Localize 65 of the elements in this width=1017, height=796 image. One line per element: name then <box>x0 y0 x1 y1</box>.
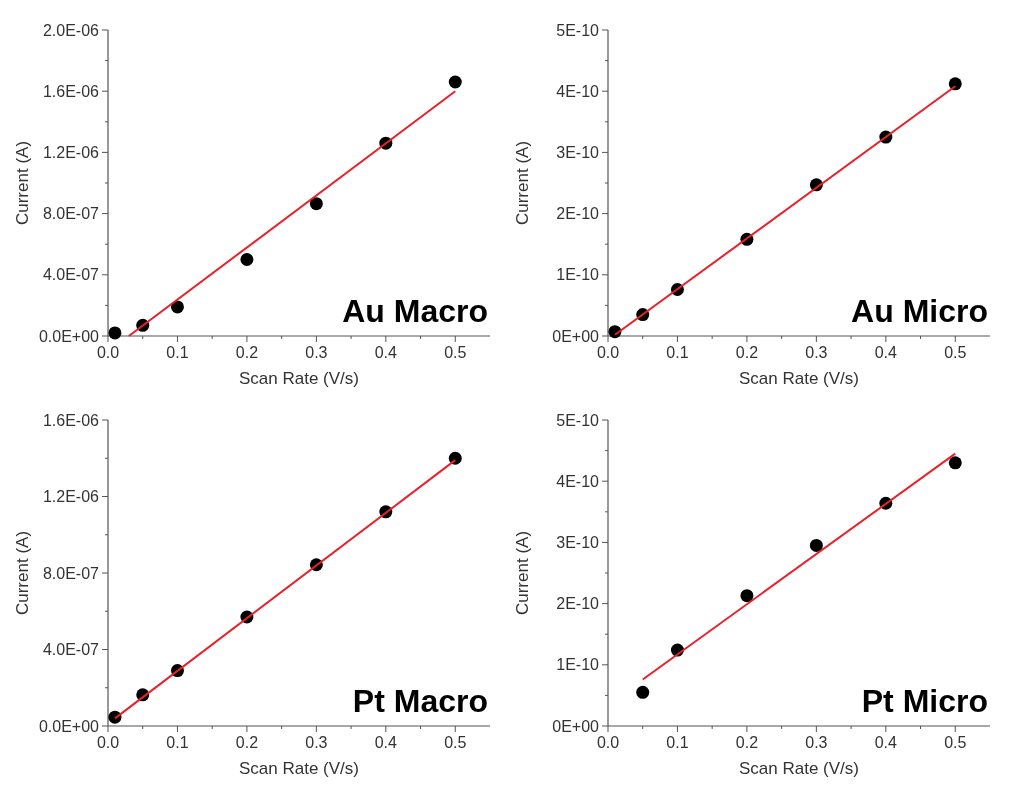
y-tick-label: 0.0E+00 <box>38 327 100 345</box>
y-tick-label: 3E-10 <box>556 534 600 551</box>
x-axis-title: Scan Rate (V/s) <box>239 759 359 778</box>
y-tick-label: 1.2E-06 <box>42 144 100 161</box>
y-tick-label: 0.0E+00 <box>38 717 100 735</box>
x-tick-label: 0.0 <box>596 734 620 751</box>
x-tick-label: 0.0 <box>96 344 120 361</box>
annotation: Pt Micro <box>861 683 988 719</box>
y-tick-label: 8.0E-07 <box>42 564 100 582</box>
x-tick-label: 0.4 <box>874 734 898 751</box>
y-tick-label: 1.6E-06 <box>42 411 100 429</box>
x-tick-label: 0.3 <box>805 734 828 751</box>
point <box>240 253 254 266</box>
x-tick-label: 0.4 <box>374 344 398 361</box>
y-tick-label: 5E-10 <box>556 411 600 429</box>
annotation: Au Micro <box>851 293 988 329</box>
x-tick-label: 0.5 <box>944 734 967 751</box>
x-tick-label: 0.5 <box>444 734 467 751</box>
x-axis-title: Scan Rate (V/s) <box>739 369 859 388</box>
point <box>170 300 184 314</box>
x-tick-label: 0.4 <box>374 734 398 751</box>
y-tick-label: 1E-10 <box>556 656 600 674</box>
y-axis-title: Current (A) <box>13 140 32 226</box>
x-tick-label: 0.1 <box>666 344 689 361</box>
y-tick-label: 0E+00 <box>552 327 600 345</box>
x-tick-label: 0.0 <box>596 344 620 361</box>
x-tick-label: 0.1 <box>166 734 189 751</box>
y-tick-label: 0E+00 <box>552 717 600 735</box>
x-tick-label: 0.4 <box>874 344 898 361</box>
y-tick-label: 4.0E-07 <box>42 641 100 659</box>
y-tick-label: 4E-10 <box>556 472 600 490</box>
y-axis-title: Current (A) <box>513 140 532 226</box>
y-tick-label: 1.2E-06 <box>42 488 100 506</box>
y-tick-label: 3E-10 <box>556 144 600 161</box>
y-tick-label: 5E-10 <box>556 21 600 39</box>
x-tick-label: 0.2 <box>735 344 759 361</box>
point <box>108 326 122 340</box>
x-tick-label: 0.3 <box>805 344 828 361</box>
y-tick-label: 2.0E-06 <box>42 21 100 39</box>
point <box>448 75 462 89</box>
y-axis-title: Current (A) <box>513 530 532 616</box>
x-tick-label: 0.5 <box>944 344 967 361</box>
y-tick-label: 2E-10 <box>556 595 600 613</box>
x-axis-title: Scan Rate (V/s) <box>239 369 359 388</box>
annotation: Au Macro <box>342 293 488 329</box>
point <box>309 197 323 211</box>
y-tick-label: 4.0E-07 <box>42 266 100 284</box>
x-tick-label: 0.2 <box>235 344 259 361</box>
annotation: Pt Macro <box>352 683 488 719</box>
y-axis-title: Current (A) <box>13 530 32 616</box>
x-tick-label: 0.1 <box>166 344 189 361</box>
x-tick-label: 0.2 <box>735 734 759 751</box>
x-tick-label: 0.1 <box>666 734 689 751</box>
y-tick-label: 4E-10 <box>556 82 600 100</box>
y-tick-label: 1E-10 <box>556 266 600 284</box>
x-axis-title: Scan Rate (V/s) <box>739 759 859 778</box>
y-tick-label: 8.0E-07 <box>42 205 100 223</box>
x-tick-label: 0.3 <box>305 344 328 361</box>
point <box>448 451 462 465</box>
x-tick-label: 0.0 <box>96 734 120 751</box>
x-tick-label: 0.3 <box>305 734 328 751</box>
x-tick-label: 0.2 <box>235 734 259 751</box>
y-tick-label: 2E-10 <box>556 205 600 223</box>
x-tick-label: 0.5 <box>444 344 467 361</box>
y-tick-label: 1.6E-06 <box>42 82 100 100</box>
